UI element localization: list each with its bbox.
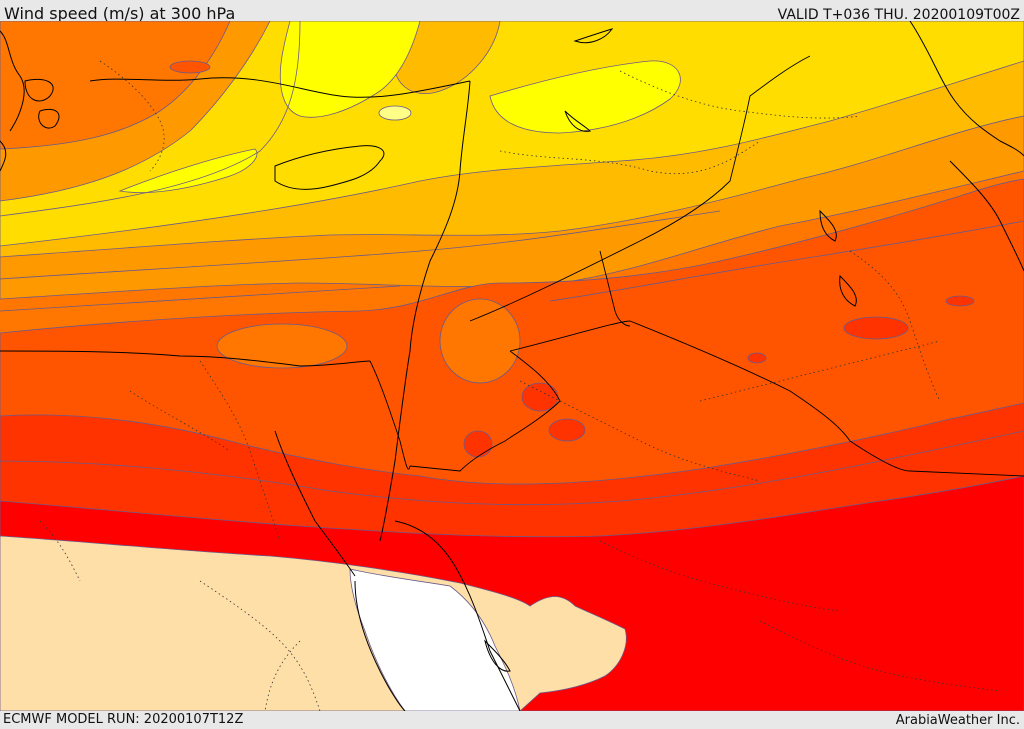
cell-red-far-east bbox=[945, 295, 975, 307]
cell-red-east bbox=[843, 316, 909, 340]
borders bbox=[369, 55, 1024, 477]
wind-speed-map bbox=[0, 21, 1024, 711]
credit-label: ArabiaWeather Inc. bbox=[895, 713, 1020, 728]
internal-borders bbox=[39, 60, 1001, 711]
band-orange-northwest-core bbox=[0, 21, 231, 150]
contour-lines bbox=[0, 21, 1024, 506]
cell-orange-coast bbox=[216, 323, 348, 369]
footer-bar: ECMWF MODEL RUN: 20200107T12Z ArabiaWeat… bbox=[0, 711, 1024, 729]
cell-yellow-small bbox=[378, 105, 412, 121]
band-yellow-east bbox=[489, 60, 681, 134]
map-title: Wind speed (m/s) at 300 hPa bbox=[4, 4, 236, 23]
cell-red-south bbox=[463, 430, 493, 458]
band-yellow-west bbox=[118, 148, 258, 193]
band-yellow-north bbox=[279, 21, 421, 118]
model-run-label: ECMWF MODEL RUN: 20200107T12Z bbox=[3, 712, 244, 727]
header-bar: Wind speed (m/s) at 300 hPa VALID T+036 … bbox=[0, 0, 1024, 23]
cell-orange-inland bbox=[439, 298, 521, 384]
cell-red-small bbox=[747, 352, 767, 364]
cell-red-central-2 bbox=[548, 418, 586, 442]
coastlines bbox=[0, 21, 1024, 711]
cell-orange-north bbox=[169, 60, 211, 74]
band-white bbox=[349, 568, 521, 711]
valid-time: VALID T+036 THU. 20200109T00Z bbox=[777, 7, 1020, 23]
band-gold bbox=[0, 21, 1024, 247]
